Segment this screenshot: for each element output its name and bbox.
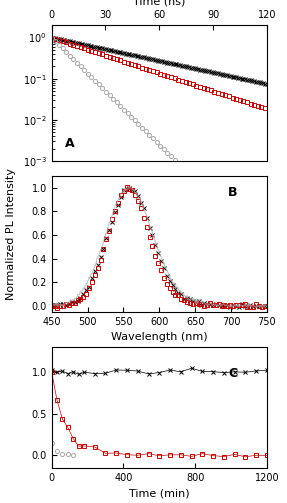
Text: A: A [65,137,74,150]
X-axis label: Time (ns): Time (ns) [133,0,185,7]
X-axis label: Time (min): Time (min) [129,488,190,498]
X-axis label: Wavelength (nm): Wavelength (nm) [111,332,208,342]
Text: Normalized PL Intensity: Normalized PL Intensity [7,168,16,300]
Text: C: C [228,367,237,380]
Text: B: B [228,187,238,199]
